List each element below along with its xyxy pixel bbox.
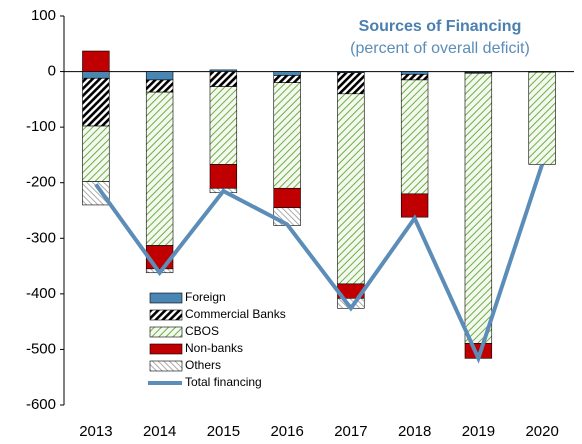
bar-segment	[209, 86, 238, 165]
legend-label: Foreign	[185, 290, 226, 304]
y-tick-label: -100	[26, 118, 56, 135]
x-tick-label: 2019	[462, 423, 495, 440]
bar-segment	[337, 93, 365, 285]
bar-segment	[82, 181, 110, 206]
chart-title: Sources of Financing	[359, 18, 522, 35]
bar-segment	[528, 71, 556, 165]
x-tick-label: 2020	[525, 423, 558, 440]
bar-segment	[400, 74, 429, 81]
bar-segment	[82, 77, 110, 127]
legend-label: CBOS	[185, 324, 219, 338]
bar-segment	[273, 82, 301, 189]
legend-swatch	[149, 309, 183, 321]
bar-segment	[400, 193, 429, 218]
bar-segment	[209, 71, 238, 87]
legend-swatch	[149, 326, 183, 338]
legend-label: Total financing	[185, 375, 262, 389]
bar-segment	[400, 79, 429, 195]
chart-subtitle: (percent of overall deficit)	[350, 40, 530, 57]
bar-segment	[337, 72, 365, 95]
y-tick-label: -200	[26, 174, 56, 191]
bar-segment	[145, 71, 174, 81]
bar-segment	[273, 71, 301, 76]
x-tick-label: 2017	[334, 423, 367, 440]
bar-segment	[82, 125, 110, 182]
y-tick-label: -600	[26, 396, 56, 413]
total-line	[94, 163, 545, 364]
x-tick-label: 2015	[207, 423, 240, 440]
y-tick-label: 0	[48, 63, 56, 80]
bar-segment	[273, 75, 301, 83]
bar-segment	[145, 79, 174, 93]
y-tick-label: -400	[26, 285, 56, 302]
legend-label: Commercial Banks	[185, 307, 286, 321]
bar-segment	[209, 164, 238, 189]
bar-segment	[464, 72, 493, 344]
legend-swatch	[149, 343, 183, 355]
y-tick-label: -500	[26, 340, 56, 357]
x-tick-label: 2016	[270, 423, 303, 440]
bar-segment	[82, 71, 110, 79]
legend-swatch	[149, 292, 183, 304]
legend-label: Non-banks	[185, 341, 243, 355]
legend-label: Others	[185, 358, 221, 372]
x-tick-label: 2013	[79, 423, 112, 440]
y-tick-label: 100	[31, 7, 56, 24]
x-tick-label: 2018	[398, 423, 431, 440]
bar-segment	[82, 50, 110, 72]
bar-segment	[145, 91, 174, 246]
bar-segment	[400, 71, 429, 75]
bar-segment	[273, 187, 301, 209]
x-tick-label: 2014	[143, 423, 176, 440]
y-tick-label: -300	[26, 229, 56, 246]
legend-swatch	[149, 360, 183, 372]
